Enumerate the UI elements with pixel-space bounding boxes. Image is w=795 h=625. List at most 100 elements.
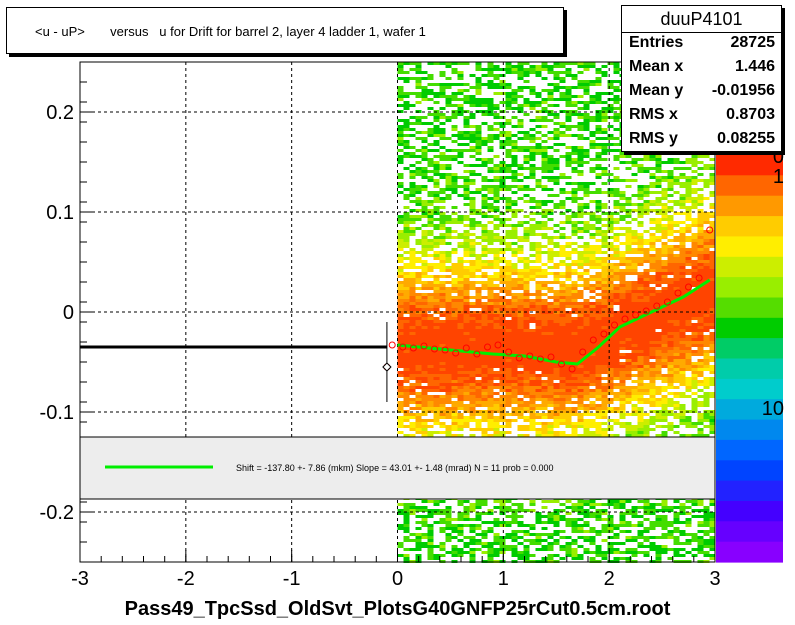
heatmap-cell bbox=[649, 176, 656, 179]
heatmap-cell bbox=[475, 224, 482, 227]
heatmap-cell bbox=[571, 428, 578, 431]
heatmap-cell bbox=[559, 65, 566, 68]
heatmap-cell bbox=[499, 365, 506, 368]
heatmap-cell bbox=[463, 353, 470, 356]
heatmap-cell bbox=[415, 71, 422, 74]
heatmap-cell bbox=[529, 233, 536, 236]
heatmap-cell bbox=[637, 401, 644, 404]
heatmap-cell bbox=[481, 101, 488, 104]
heatmap-cell bbox=[397, 335, 404, 338]
heatmap-cell bbox=[451, 281, 458, 284]
heatmap-cell bbox=[421, 203, 428, 206]
heatmap-cell bbox=[403, 272, 410, 275]
heatmap-cell bbox=[571, 326, 578, 329]
heatmap-cell bbox=[589, 500, 596, 503]
heatmap-cell bbox=[397, 329, 404, 332]
heatmap-cell bbox=[481, 365, 488, 368]
heatmap-cell bbox=[517, 374, 524, 377]
heatmap-cell bbox=[397, 104, 404, 107]
heatmap-cell bbox=[463, 251, 470, 254]
heatmap-cell bbox=[433, 200, 440, 203]
heatmap-cell bbox=[547, 266, 554, 269]
heatmap-cell bbox=[487, 308, 494, 311]
heatmap-cell bbox=[481, 401, 488, 404]
heatmap-cell bbox=[499, 551, 506, 554]
heatmap-cell bbox=[457, 137, 464, 140]
heatmap-cell bbox=[397, 392, 404, 395]
heatmap-cell bbox=[565, 221, 572, 224]
heatmap-cell bbox=[553, 509, 560, 512]
heatmap-cell bbox=[577, 545, 584, 548]
heatmap-cell bbox=[517, 416, 524, 419]
heatmap-cell bbox=[457, 548, 464, 551]
heatmap-cell bbox=[439, 368, 446, 371]
heatmap-cell bbox=[535, 359, 542, 362]
heatmap-cell bbox=[529, 314, 536, 317]
heatmap-cell bbox=[589, 503, 596, 506]
heatmap-cell bbox=[565, 422, 572, 425]
heatmap-cell bbox=[499, 377, 506, 380]
heatmap-cell bbox=[529, 338, 536, 341]
heatmap-cell bbox=[577, 341, 584, 344]
heatmap-cell bbox=[499, 92, 506, 95]
heatmap-cell bbox=[541, 140, 548, 143]
heatmap-cell bbox=[571, 503, 578, 506]
heatmap-cell bbox=[463, 308, 470, 311]
heatmap-cell bbox=[595, 530, 602, 533]
heatmap-cell bbox=[523, 389, 530, 392]
heatmap-cell bbox=[649, 383, 656, 386]
heatmap-cell bbox=[517, 371, 524, 374]
heatmap-cell bbox=[511, 230, 518, 233]
heatmap-cell bbox=[439, 371, 446, 374]
heatmap-cell bbox=[619, 302, 626, 305]
heatmap-cell bbox=[427, 317, 434, 320]
heatmap-cell bbox=[529, 404, 536, 407]
heatmap-cell bbox=[505, 68, 512, 71]
heatmap-cell bbox=[643, 431, 650, 434]
heatmap-cell bbox=[523, 188, 530, 191]
heatmap-cell bbox=[535, 305, 542, 308]
heatmap-cell bbox=[523, 314, 530, 317]
heatmap-cell bbox=[631, 536, 638, 539]
heatmap-cell bbox=[625, 536, 632, 539]
heatmap-cell bbox=[523, 377, 530, 380]
heatmap-cell bbox=[613, 290, 620, 293]
heatmap-cell bbox=[439, 155, 446, 158]
heatmap-cell bbox=[457, 185, 464, 188]
heatmap-cell bbox=[511, 293, 518, 296]
heatmap-cell bbox=[403, 92, 410, 95]
heatmap-cell bbox=[517, 362, 524, 365]
heatmap-cell bbox=[511, 203, 518, 206]
heatmap-cell bbox=[619, 524, 626, 527]
heatmap-cell bbox=[535, 266, 542, 269]
heatmap-cell bbox=[589, 413, 596, 416]
heatmap-cell bbox=[475, 365, 482, 368]
heatmap-cell bbox=[451, 419, 458, 422]
heatmap-cell bbox=[451, 329, 458, 332]
heatmap-cell bbox=[541, 125, 548, 128]
heatmap-cell bbox=[553, 500, 560, 503]
heatmap-cell bbox=[427, 383, 434, 386]
heatmap-cell bbox=[517, 185, 524, 188]
heatmap-cell bbox=[541, 314, 548, 317]
heatmap-cell bbox=[547, 176, 554, 179]
heatmap-cell bbox=[631, 395, 638, 398]
heatmap-cell bbox=[589, 131, 596, 134]
heatmap-cell bbox=[469, 518, 476, 521]
heatmap-cell bbox=[457, 281, 464, 284]
heatmap-cell bbox=[511, 323, 518, 326]
heatmap-cell bbox=[469, 374, 476, 377]
heatmap-cell bbox=[553, 326, 560, 329]
heatmap-cell bbox=[655, 179, 662, 182]
heatmap-cell bbox=[415, 227, 422, 230]
heatmap-cell bbox=[469, 317, 476, 320]
heatmap-cell bbox=[397, 245, 404, 248]
heatmap-cell bbox=[469, 305, 476, 308]
heatmap-cell bbox=[547, 362, 554, 365]
heatmap-cell bbox=[571, 263, 578, 266]
heatmap-cell bbox=[487, 398, 494, 401]
heatmap-cell bbox=[601, 236, 608, 239]
heatmap-cell bbox=[583, 335, 590, 338]
heatmap-cell bbox=[445, 407, 452, 410]
heatmap-cell bbox=[547, 389, 554, 392]
